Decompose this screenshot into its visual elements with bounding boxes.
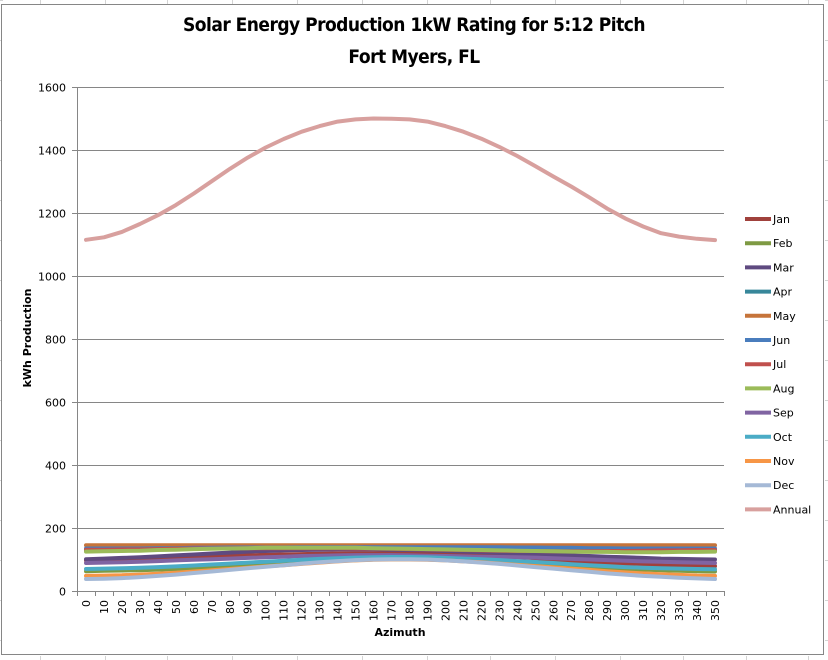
x-tick-label: 290 bbox=[601, 600, 614, 621]
series-line-jan[interactable] bbox=[84, 551, 717, 569]
x-tick-label: 260 bbox=[547, 600, 560, 621]
y-tick-label: 800 bbox=[45, 334, 66, 347]
y-tick-label: 1000 bbox=[38, 271, 66, 284]
x-tick-label: 250 bbox=[529, 600, 542, 621]
x-tick-label: 190 bbox=[421, 600, 434, 621]
x-tick-label: 60 bbox=[188, 600, 201, 614]
y-tick-label: 200 bbox=[45, 523, 66, 536]
legend-item-mar[interactable]: Mar bbox=[745, 261, 794, 274]
x-tick-label: 300 bbox=[619, 600, 632, 621]
x-tick-label: 270 bbox=[565, 600, 578, 621]
legend-item-sep[interactable]: Sep bbox=[745, 407, 794, 420]
legend-item-nov[interactable]: Nov bbox=[745, 455, 795, 468]
x-tick-label: 210 bbox=[457, 600, 470, 621]
x-tick-label: 80 bbox=[224, 600, 237, 614]
legend-item-jan[interactable]: Jan bbox=[745, 213, 790, 226]
chart-subtitle: Fort Myers, FL bbox=[348, 46, 480, 68]
y-tick-label: 1600 bbox=[38, 82, 66, 95]
series-line-annual[interactable] bbox=[84, 116, 717, 243]
legend-label: Mar bbox=[773, 261, 794, 274]
x-tick-label: 240 bbox=[511, 600, 524, 621]
chart-title: Solar Energy Production 1kW Rating for 5… bbox=[183, 14, 645, 36]
x-tick-label: 280 bbox=[583, 600, 596, 621]
legend-item-dec[interactable]: Dec bbox=[745, 479, 794, 492]
x-tick-label: 230 bbox=[493, 600, 506, 621]
x-tick-label: 220 bbox=[475, 600, 488, 621]
legend-label: Oct bbox=[773, 431, 793, 444]
gridlines bbox=[72, 87, 724, 592]
legend-item-annual[interactable]: Annual bbox=[745, 503, 811, 516]
y-axis-title: kWh Production bbox=[21, 289, 34, 388]
x-tick-label: 70 bbox=[206, 600, 219, 614]
y-tick-label: 1400 bbox=[38, 145, 66, 158]
x-tick-label: 10 bbox=[98, 600, 111, 614]
legend-label: Annual bbox=[773, 503, 811, 516]
series-lines bbox=[84, 116, 717, 581]
x-tick-label: 150 bbox=[350, 600, 363, 621]
x-tick-label: 120 bbox=[296, 600, 309, 621]
y-tick-label: 400 bbox=[45, 460, 66, 473]
x-tick-label: 40 bbox=[152, 600, 165, 614]
legend-label: Jun bbox=[772, 334, 790, 347]
x-tick-label: 140 bbox=[332, 600, 345, 621]
legend: Jan Feb Mar Apr May Jun Jul Aug Sep Oct Nov Dec Annu… bbox=[745, 213, 811, 516]
x-tick-label: 200 bbox=[439, 600, 452, 621]
x-axis-title: Azimuth bbox=[374, 626, 425, 639]
x-tick-label: 50 bbox=[170, 600, 183, 614]
x-tick-label: 110 bbox=[278, 600, 291, 621]
y-axis-ticks: 0 200 400 600 800 1000 1200 1400 1600 bbox=[38, 82, 66, 599]
series-line-aug[interactable] bbox=[84, 545, 717, 555]
legend-label: Jul bbox=[772, 358, 786, 371]
series-line-dec[interactable] bbox=[84, 557, 717, 581]
x-tick-label: 160 bbox=[368, 600, 381, 621]
legend-label: Nov bbox=[773, 455, 795, 468]
x-tick-label: 170 bbox=[386, 600, 399, 621]
x-tick-label: 310 bbox=[637, 600, 650, 621]
legend-item-apr[interactable]: Apr bbox=[745, 286, 793, 299]
legend-label: Apr bbox=[773, 286, 793, 299]
x-tick-label: 0 bbox=[80, 600, 93, 607]
legend-item-feb[interactable]: Feb bbox=[745, 237, 792, 250]
legend-item-jun[interactable]: Jun bbox=[745, 334, 790, 347]
legend-label: Sep bbox=[773, 407, 794, 420]
x-tick-label: 100 bbox=[260, 600, 273, 621]
legend-item-aug[interactable]: Aug bbox=[745, 382, 794, 395]
x-tick-label: 350 bbox=[709, 600, 722, 621]
x-tick-label: 130 bbox=[314, 600, 327, 621]
legend-item-jul[interactable]: Jul bbox=[745, 358, 786, 371]
series-line-oct[interactable] bbox=[84, 555, 717, 572]
x-axis-ticks: 0 10 20 30 40 50 60 70 80 90 100 110 120 130 140 150 160… bbox=[77, 591, 725, 621]
x-tick-label: 330 bbox=[673, 600, 686, 621]
legend-item-oct[interactable]: Oct bbox=[745, 431, 793, 444]
legend-label: Jan bbox=[772, 213, 790, 226]
x-tick-label: 90 bbox=[242, 600, 255, 614]
y-tick-label: 600 bbox=[45, 397, 66, 410]
y-tick-label: 1200 bbox=[38, 208, 66, 221]
legend-label: Feb bbox=[773, 237, 792, 250]
x-tick-label: 320 bbox=[655, 600, 668, 621]
legend-item-may[interactable]: May bbox=[745, 310, 796, 323]
x-tick-label: 340 bbox=[691, 600, 704, 621]
legend-label: Aug bbox=[773, 382, 794, 395]
legend-label: May bbox=[773, 310, 796, 323]
x-tick-label: 180 bbox=[403, 600, 416, 621]
legend-label: Dec bbox=[773, 479, 794, 492]
y-tick-label: 0 bbox=[59, 586, 66, 599]
x-tick-label: 20 bbox=[116, 600, 129, 614]
x-tick-label: 30 bbox=[134, 600, 147, 614]
